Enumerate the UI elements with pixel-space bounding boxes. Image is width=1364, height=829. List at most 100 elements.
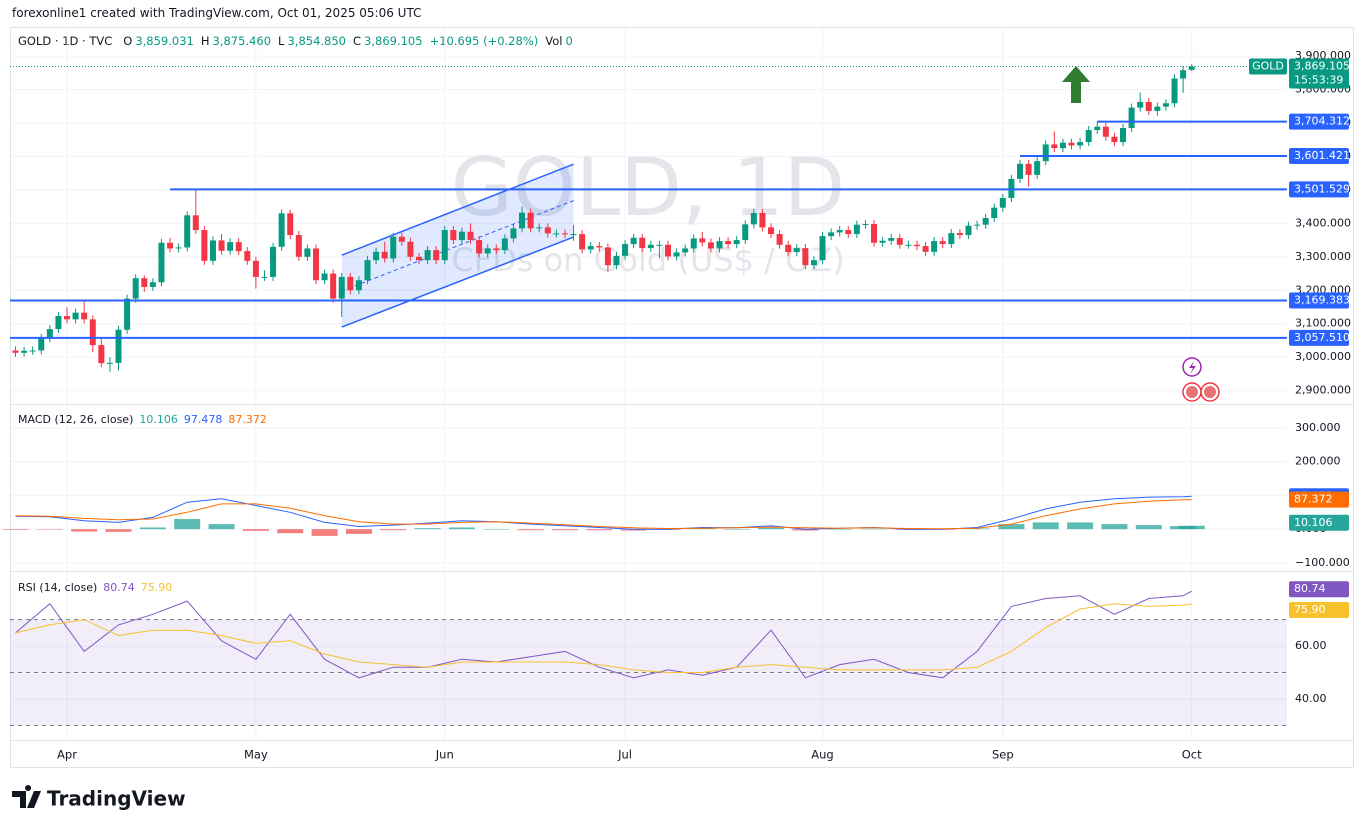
macd-histogram-bar (105, 529, 132, 532)
candle-body (330, 273, 337, 299)
symbol-tag-bg (1249, 58, 1287, 75)
candle-body (1094, 126, 1101, 131)
macd-histogram-bar (483, 529, 510, 530)
level-label-bg (1289, 329, 1349, 346)
candle-body (1154, 106, 1161, 111)
up-arrow (1062, 66, 1090, 103)
legend-value: 97.478 (184, 413, 223, 426)
candle-body (939, 241, 946, 245)
y-tick-label: 3,400.000 (1295, 216, 1351, 229)
candle-body (768, 227, 775, 235)
macd-histogram-bar (1067, 522, 1094, 530)
level-label: 3,057.510 (1294, 331, 1350, 344)
candle-body (819, 236, 826, 261)
rsi-title: RSI (14, close) (18, 581, 97, 594)
candle-body (209, 240, 216, 261)
macd-histogram-bar (620, 529, 647, 531)
candle-body (21, 350, 28, 353)
candle-body (484, 248, 491, 254)
symbol-tag: GOLD (1252, 59, 1284, 72)
macd-value-tag: 87.372 (1294, 493, 1333, 506)
macd-histogram-bar (1101, 524, 1128, 530)
candle-body (785, 244, 792, 253)
candle-body (244, 251, 251, 261)
y-tick-label: 3,000.000 (1295, 350, 1351, 363)
macd-histogram-bar (380, 529, 407, 531)
candle-body (810, 260, 817, 266)
logo: TradingView (12, 785, 186, 811)
x-tick-label: Apr (57, 748, 77, 762)
ohlc-value: 3,875.460 (212, 34, 272, 48)
candle-body (227, 242, 234, 251)
candle-body (1188, 66, 1195, 70)
candle-body (141, 278, 148, 287)
candle-body (510, 228, 517, 239)
price-change: +10.695 (+0.28%) (429, 34, 539, 48)
macd-histogram-bar (448, 527, 475, 530)
candle-body (493, 248, 500, 251)
macd-histogram-bar (71, 529, 98, 532)
watermark: GOLD, 1D (451, 141, 846, 234)
logo-text: TradingView (47, 787, 186, 811)
candle-body (270, 246, 277, 277)
macd-histogram-bar (723, 529, 750, 530)
candle-body (295, 235, 302, 257)
y-tick-label: 40.00 (1295, 692, 1327, 705)
channel-upper (341, 163, 574, 256)
candle-body (347, 276, 354, 291)
ohlc-key: O (123, 34, 133, 48)
candle-body (1042, 144, 1049, 162)
candle-body (1128, 107, 1135, 129)
macd-histogram-bar (345, 529, 372, 534)
candle-body (1051, 144, 1058, 149)
volume-value: 0 (565, 34, 573, 48)
event-flag-fill (1204, 386, 1216, 398)
candle-body (647, 244, 654, 249)
candle-body (55, 316, 62, 330)
legend-value: 10.106 (139, 413, 178, 426)
candle-body (416, 256, 423, 261)
candle-body (664, 244, 671, 257)
candle-body (124, 298, 131, 330)
candle-body (587, 246, 594, 250)
y-tick-label: 200.000 (1295, 455, 1341, 468)
candle-body (982, 218, 989, 225)
level-label: 3,169.383 (1294, 294, 1350, 307)
candle-body (828, 232, 835, 237)
legend-value: 75.90 (141, 581, 173, 594)
candle-body (450, 230, 457, 241)
candle-body (458, 231, 465, 241)
candle-body (527, 212, 534, 229)
symbol-name: GOLD · 1D · TVC (18, 34, 113, 48)
candle-body (570, 234, 577, 236)
candle-body (1085, 130, 1092, 143)
macd-value-tag-bg (1289, 491, 1349, 508)
candle-body (622, 244, 629, 256)
candle-body (312, 248, 319, 281)
macd-histogram-bar (1032, 522, 1059, 530)
level-label-bg (1289, 292, 1349, 309)
candle-body (46, 329, 53, 339)
x-tick-label: Jun (435, 748, 454, 762)
candle-body (690, 238, 697, 249)
candle-body (390, 236, 397, 259)
event-flag-fill (1186, 386, 1198, 398)
candle-body (896, 238, 903, 245)
y-tick-label: 2,900.000 (1295, 384, 1351, 397)
macd-histogram-bar (586, 529, 613, 531)
y-tick-label: 60.00 (1295, 639, 1327, 652)
candle-body (1059, 142, 1066, 149)
macd-line (15, 499, 1192, 530)
candle-body (1077, 142, 1084, 146)
macd-histogram-bar (277, 529, 304, 534)
histogram-value-tag: 10.106 (1294, 516, 1333, 529)
candle-body (201, 230, 208, 261)
candle-body (716, 241, 723, 249)
candle-body (304, 248, 311, 257)
candle-body (158, 242, 165, 283)
rsi-line (15, 603, 1192, 673)
candle-body (175, 247, 182, 249)
candle-body (750, 212, 757, 225)
y-tick-label: 300.000 (1295, 421, 1341, 434)
